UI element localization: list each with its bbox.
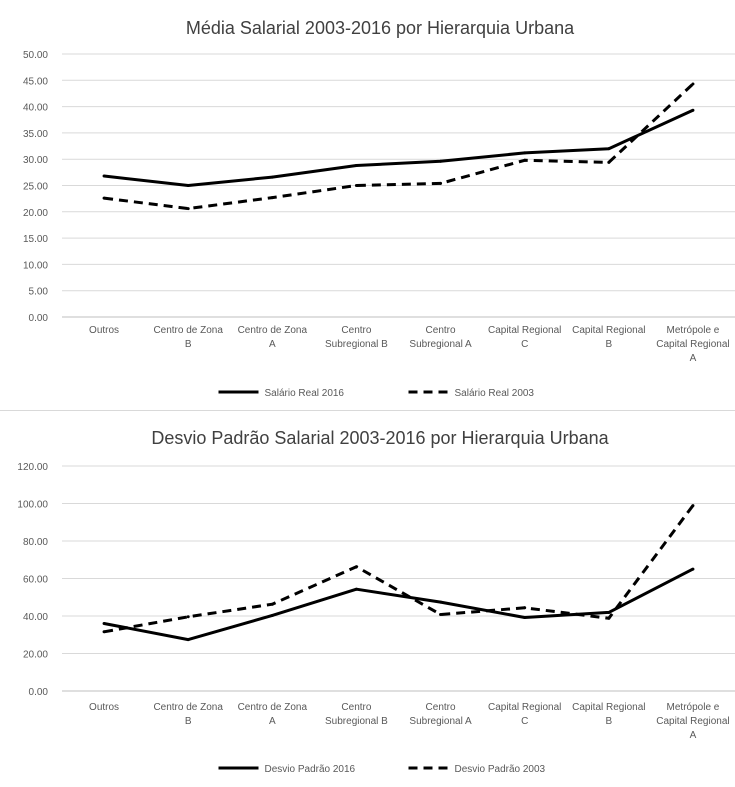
salary-mean-chart: Média Salarial 2003-2016 por Hierarquia … bbox=[23, 18, 735, 399]
legend-label: Desvio Padrão 2003 bbox=[455, 764, 546, 775]
series-1-point bbox=[439, 600, 443, 604]
series-1-point bbox=[523, 616, 527, 619]
series-1-point bbox=[691, 567, 695, 571]
x-tick-label: Centro Subregional B bbox=[325, 325, 388, 350]
y-tick-label: 120.00 bbox=[17, 462, 48, 473]
series-1-point bbox=[523, 151, 527, 155]
y-tick-label: 50.00 bbox=[23, 50, 48, 61]
series-2-point bbox=[354, 184, 358, 187]
series-2-point bbox=[691, 82, 695, 86]
series-line-2 bbox=[103, 504, 695, 634]
salary-stddev-chart-svg: Desvio Padrão Salarial 2003-2016 por Hie… bbox=[17, 428, 735, 775]
series-2-point bbox=[186, 207, 190, 211]
y-tick-label: 20.00 bbox=[23, 208, 48, 219]
x-tick-label: Capital Regional B bbox=[572, 702, 645, 727]
series-1-point bbox=[186, 184, 190, 187]
chart-title: Média Salarial 2003-2016 por Hierarquia … bbox=[186, 18, 575, 38]
y-tick-label: 5.00 bbox=[29, 287, 49, 298]
y-tick-label: 0.00 bbox=[29, 687, 49, 698]
series-2-point bbox=[270, 602, 274, 606]
series-2-point bbox=[102, 196, 106, 200]
series-1-point bbox=[354, 587, 358, 591]
x-tick-label: Centro de Zona A bbox=[238, 702, 308, 727]
y-tick-label: 35.00 bbox=[23, 129, 48, 140]
series-2-point bbox=[607, 160, 611, 164]
series-2-point bbox=[523, 606, 527, 610]
x-tick-label: Capital Regional C bbox=[488, 325, 561, 350]
x-tick-label: Centro de Zona A bbox=[238, 325, 308, 350]
series-2-point bbox=[270, 196, 274, 200]
legend-label: Desvio Padrão 2016 bbox=[265, 764, 356, 775]
series-1-point bbox=[102, 622, 106, 625]
x-tick-label: Capital Regional C bbox=[488, 702, 561, 727]
series-line-2 bbox=[103, 82, 694, 211]
series-1-point bbox=[186, 638, 190, 642]
series-line-1 bbox=[103, 567, 694, 642]
series-2-point bbox=[102, 630, 106, 634]
salary-stddev-chart: Desvio Padrão Salarial 2003-2016 por Hie… bbox=[0, 418, 735, 782]
x-tick-label: Outros bbox=[89, 702, 119, 713]
series-2-point bbox=[439, 613, 443, 616]
y-tick-label: 100.00 bbox=[17, 500, 48, 511]
y-tick-label: 25.00 bbox=[23, 182, 48, 193]
series-2-point bbox=[439, 181, 443, 185]
y-tick-label: 20.00 bbox=[23, 650, 48, 661]
series-1-point bbox=[607, 610, 611, 614]
x-tick-label: Capital Regional B bbox=[572, 325, 645, 350]
x-tick-label: Centro Subregional A bbox=[409, 702, 472, 727]
chart-title: Desvio Padrão Salarial 2003-2016 por Hie… bbox=[151, 428, 609, 448]
series-2-point bbox=[607, 616, 611, 620]
series-1-point bbox=[439, 159, 443, 163]
y-tick-label: 15.00 bbox=[23, 234, 48, 245]
x-tick-label: Centro de Zona B bbox=[153, 702, 223, 727]
chart-separator bbox=[0, 410, 735, 411]
y-tick-label: 80.00 bbox=[23, 537, 48, 548]
series-2-point bbox=[354, 565, 358, 569]
y-tick-label: 40.00 bbox=[23, 103, 48, 114]
series-2-point bbox=[691, 504, 695, 508]
y-tick-label: 45.00 bbox=[23, 76, 48, 87]
series-1-point bbox=[270, 175, 274, 179]
series-2-point bbox=[523, 158, 527, 162]
series-1-point bbox=[102, 174, 106, 178]
y-tick-label: 60.00 bbox=[23, 575, 48, 586]
x-tick-label: Metrópole e Capital Regional A bbox=[656, 325, 729, 364]
series-1-point bbox=[607, 147, 611, 151]
y-tick-label: 0.00 bbox=[29, 313, 49, 324]
y-tick-label: 10.00 bbox=[23, 260, 48, 271]
y-tick-label: 40.00 bbox=[23, 612, 48, 623]
x-tick-label: Centro de Zona B bbox=[153, 325, 223, 350]
series-2-point bbox=[186, 615, 190, 619]
x-tick-label: Metrópole e Capital Regional A bbox=[656, 702, 729, 741]
series-line-1 bbox=[103, 108, 694, 187]
series-1-point bbox=[270, 613, 274, 617]
x-tick-label: Outros bbox=[89, 325, 119, 336]
x-tick-label: Centro Subregional A bbox=[409, 325, 472, 350]
salary-mean-chart-svg: Média Salarial 2003-2016 por Hierarquia … bbox=[23, 18, 735, 399]
legend-label: Salário Real 2016 bbox=[265, 388, 345, 399]
series-1-point bbox=[691, 108, 695, 112]
y-tick-label: 30.00 bbox=[23, 155, 48, 166]
series-1-point bbox=[354, 164, 358, 168]
x-tick-label: Centro Subregional B bbox=[325, 702, 388, 727]
legend-label: Salário Real 2003 bbox=[455, 388, 535, 399]
